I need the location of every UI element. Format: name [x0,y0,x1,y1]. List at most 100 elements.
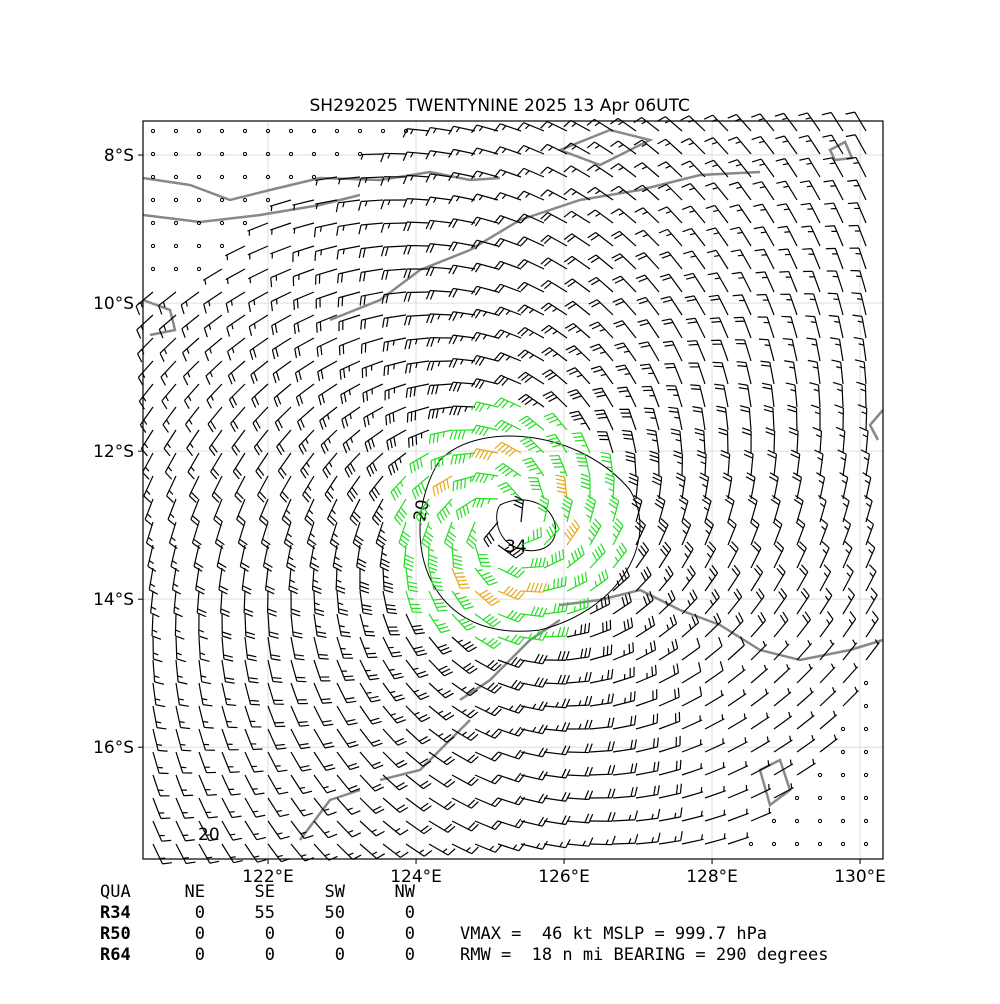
coastline [379,719,471,782]
wind-barb [543,745,571,756]
wind-barb [594,409,614,431]
wind-barb [684,295,706,316]
wind-barb [336,659,355,681]
calm-marker [840,795,846,801]
wind-barb [754,248,775,270]
table-header: NW [395,882,416,902]
wind-barb [243,590,254,617]
wind-barb [198,797,218,819]
wind-barb [336,843,362,860]
wind-barb [520,770,548,781]
wind-barb [635,737,659,753]
wind-barb [147,544,157,572]
wind-barb [338,337,361,356]
wind-barb [428,682,454,699]
calm-marker [173,128,179,134]
lon-tick-label: 130°E [834,867,886,887]
wind-barb [359,636,378,659]
wind-barb [450,452,476,465]
wind-barb [658,759,682,776]
wind-barb [736,361,752,385]
wind-barb [589,835,616,846]
wind-barb [796,663,814,684]
wind-barb [517,236,545,247]
wind-barb [732,294,752,316]
wind-barb [136,337,154,363]
wind-barb [768,472,779,500]
wind-barb [628,472,639,500]
wind-barb [474,613,501,628]
wind-barb [227,360,246,385]
wind-barb [730,226,752,247]
wind-barb [635,785,660,799]
wind-barb [520,816,548,827]
calm-marker [150,266,156,272]
wind-barb [368,475,384,502]
wind-barb [860,449,871,477]
wind-barb [382,567,394,594]
wind-barb [796,735,816,753]
wind-barb [633,116,660,132]
wind-barb [821,111,844,132]
wind-barb [358,222,384,235]
wind-barb [313,222,338,238]
wind-barb [864,494,873,523]
wind-barb [773,611,789,638]
wind-barb [210,452,223,480]
wind-barb [474,843,503,853]
wind-barb [405,820,432,835]
wind-barb [247,222,269,236]
wind-barb [471,472,499,484]
wind-barb [704,588,720,615]
wind-barb [386,429,407,451]
wind-barb [276,429,292,456]
wind-barb [564,323,591,339]
wind-barb [313,636,329,660]
wind-barb [513,495,524,523]
coastline [556,128,654,167]
wind-barb [727,588,743,615]
wind-barb [520,840,548,850]
wind-barb [731,271,752,293]
calm-marker [311,128,317,134]
wind-barb [816,472,826,500]
wind-barb [250,360,269,384]
wind-barb [659,251,683,270]
wind-barb [704,714,725,730]
wind-barb [589,619,612,638]
wind-barb [336,751,360,771]
wind-barb [635,689,658,707]
wind-barb [314,245,338,261]
wind-barb [338,176,361,185]
wind-barb [493,283,522,294]
calm-marker [794,818,800,824]
table-cell: 0 [405,903,415,923]
wind-barb [651,472,663,500]
wind-barb [673,450,684,477]
wind-barb [540,234,568,247]
wind-barb [283,521,294,550]
wind-barb [817,494,827,523]
wind-barb [394,498,408,526]
wind-barb [346,475,361,502]
wind-barb [271,337,292,360]
wind-barb [267,636,281,661]
wind-barb [612,592,632,615]
wind-barb [543,721,571,732]
wind-barb [474,544,491,567]
wind-barb [635,808,661,822]
wind-barb [497,565,525,579]
wind-barb [727,784,749,799]
wind-barb [828,314,844,339]
wind-barb [188,475,200,503]
wind-barb [360,337,384,354]
wind-barb [428,636,452,655]
wind-barb [244,682,261,706]
wind-barb [614,342,637,362]
wind-barb [563,165,591,178]
wind-barb [743,449,754,477]
wind-barb [290,613,303,639]
wind-barb [727,113,752,132]
wind-barb [631,495,643,523]
